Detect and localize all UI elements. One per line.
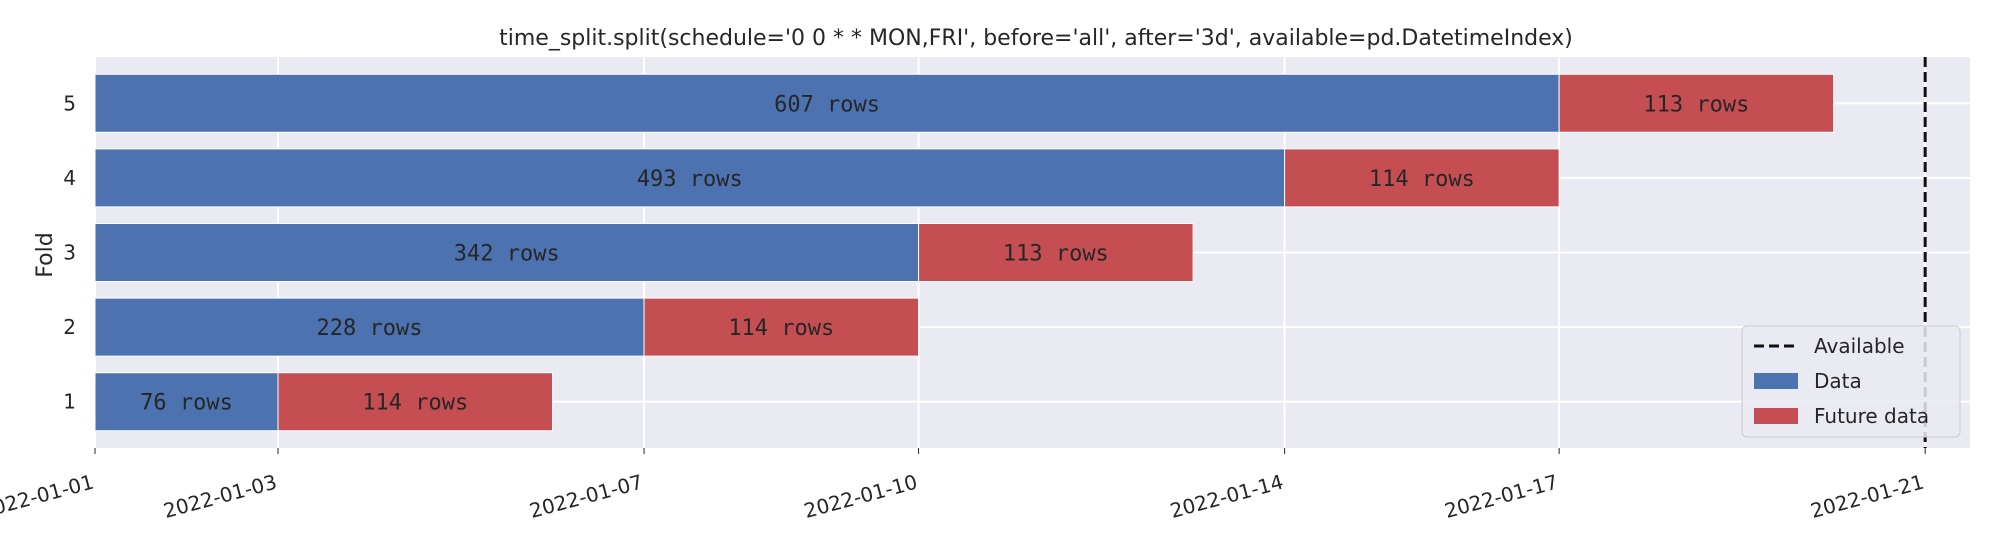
bar-future-fold-5 <box>1558 73 1835 133</box>
bar-label-future: 114 rows <box>362 391 468 416</box>
legend-swatch <box>1754 408 1798 424</box>
legend-label: Future data <box>1814 404 1929 428</box>
x-tick-label: 2022-01-14 <box>1167 470 1285 523</box>
x-tick-label: 2022-01-07 <box>527 470 645 523</box>
x-tick-label: 2022-01-17 <box>1442 470 1560 523</box>
legend-label: Available <box>1814 334 1905 358</box>
bar-label-future: 114 rows <box>1369 167 1475 192</box>
x-tick-label: 2022-01-21 <box>1808 470 1926 523</box>
bar-label-data: 493 rows <box>637 167 743 192</box>
y-tick-label: 1 <box>63 390 76 414</box>
bar-data-fold-3 <box>94 223 920 282</box>
y-tick-label: 4 <box>63 166 76 190</box>
x-tick-label: 2022-01-10 <box>801 470 919 523</box>
y-tick-label: 3 <box>63 241 76 265</box>
y-axis-label: Fold <box>33 232 58 277</box>
legend-label: Data <box>1814 369 1862 393</box>
bar-data-fold-5 <box>94 73 1560 133</box>
chart-title: time_split.split(schedule='0 0 * * MON,F… <box>499 26 1573 51</box>
bar-label-data: 76 rows <box>140 391 233 416</box>
bar-future-fold-4 <box>1284 148 1560 208</box>
x-tick-label: 2022-01-03 <box>161 470 279 523</box>
legend: Available Data Future data <box>1741 325 1961 438</box>
bar-label-data: 607 rows <box>774 92 880 117</box>
bar-data-fold-4 <box>94 148 1286 208</box>
bar-label-data: 228 rows <box>317 316 423 341</box>
bar-label-future: 114 rows <box>728 316 834 341</box>
bar-label-future: 113 rows <box>1643 92 1749 117</box>
bar-future-fold-1 <box>277 372 554 432</box>
x-tick-label: 2022-01-01 <box>0 470 96 523</box>
y-tick-label: 2 <box>63 315 76 339</box>
bar-future-fold-2 <box>643 297 920 357</box>
plot-area: 76 rows 114 rows 228 rows 114 rows 342 rows 1… <box>0 57 1970 523</box>
bar-future-fold-3 <box>918 223 1194 282</box>
legend-swatch <box>1754 373 1798 389</box>
y-tick-label: 5 <box>63 91 76 115</box>
bar-label-data: 342 rows <box>454 242 560 267</box>
bar-data-fold-2 <box>94 297 645 357</box>
bar-label-future: 113 rows <box>1003 242 1109 267</box>
bar-data-fold-1 <box>94 372 279 432</box>
